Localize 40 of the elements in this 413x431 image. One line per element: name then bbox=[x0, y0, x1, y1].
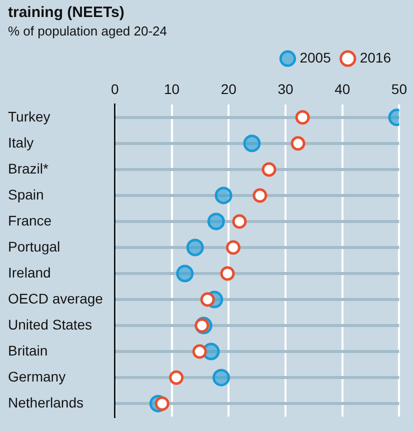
point bbox=[212, 368, 230, 386]
point bbox=[154, 396, 170, 411]
point bbox=[176, 264, 194, 282]
y-tick-label: France bbox=[8, 212, 52, 228]
x-tick-label: 20 bbox=[220, 80, 237, 97]
y-tick-label: Netherlands bbox=[8, 394, 84, 410]
point bbox=[186, 238, 204, 256]
chart-subtitle: % of population aged 20-24 bbox=[8, 23, 168, 38]
point bbox=[214, 186, 232, 204]
point bbox=[243, 134, 261, 152]
point bbox=[200, 292, 215, 307]
point bbox=[192, 344, 207, 359]
point bbox=[295, 110, 310, 125]
point bbox=[220, 266, 235, 281]
y-tick-label: Britain bbox=[8, 342, 48, 358]
y-tick-label: Germany bbox=[8, 368, 66, 384]
x-tick-label: 10 bbox=[164, 80, 180, 97]
y-tick-label: Spain bbox=[8, 186, 44, 202]
legend-label: 2016 bbox=[360, 49, 392, 66]
y-tick-label: OECD average bbox=[8, 290, 104, 306]
y-tick-label: Italy bbox=[8, 134, 34, 150]
y-tick-label: Turkey bbox=[8, 108, 50, 124]
point bbox=[232, 214, 247, 229]
legend-label: 2005 bbox=[300, 49, 332, 66]
x-tick-label: 40 bbox=[334, 80, 350, 97]
point bbox=[290, 136, 306, 151]
x-tick-label: 0 bbox=[111, 80, 120, 97]
point bbox=[262, 162, 276, 177]
y-tick-label: United States bbox=[8, 316, 92, 332]
y-tick-label: Ireland bbox=[8, 264, 51, 280]
point bbox=[252, 188, 268, 203]
y-tick-label: Brazil* bbox=[8, 160, 50, 176]
chart-title: training (NEETs) bbox=[8, 4, 124, 22]
x-tick-label: 50 bbox=[391, 80, 408, 97]
point bbox=[169, 370, 184, 385]
point bbox=[194, 318, 210, 333]
point bbox=[226, 240, 240, 255]
y-tick-label: Portugal bbox=[8, 238, 60, 254]
point bbox=[207, 212, 225, 230]
x-tick-label: 30 bbox=[278, 80, 294, 97]
